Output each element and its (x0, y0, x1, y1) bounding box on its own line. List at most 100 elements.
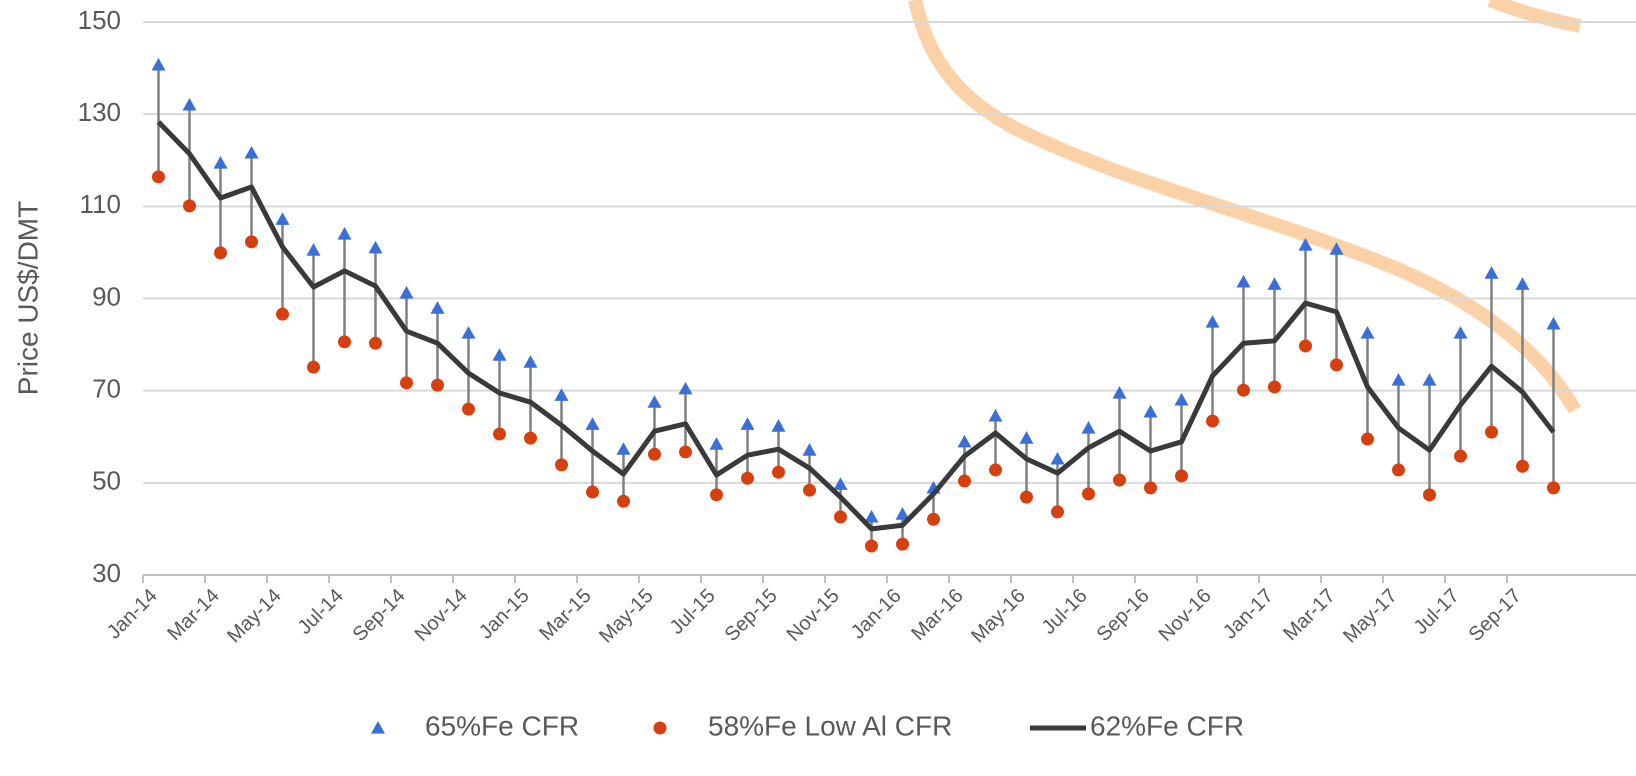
triangle-marker (1081, 420, 1096, 434)
triangle-marker (616, 442, 631, 455)
circle-marker (1020, 490, 1033, 504)
circle-marker (1268, 380, 1281, 394)
triangle-marker (306, 243, 321, 256)
x-tick-label: Nov-16 (1155, 585, 1216, 646)
y-tick-label: 150 (78, 5, 121, 35)
circle-marker (1330, 358, 1343, 372)
triangle-marker (895, 507, 910, 520)
circle-marker (338, 335, 351, 349)
circle-marker (462, 402, 475, 416)
x-tick-label: Jan-14 (103, 585, 162, 644)
circle-marker (1206, 414, 1219, 428)
circle-marker (431, 378, 444, 392)
x-tick-label: Jul-17 (1410, 585, 1464, 639)
circle-marker (1392, 463, 1405, 477)
circle-marker (1516, 459, 1529, 473)
circle-marker (958, 474, 971, 488)
triangle-marker (1422, 373, 1437, 386)
triangle-marker (151, 57, 166, 71)
circle-marker (803, 483, 816, 497)
circle-marker (1361, 432, 1374, 446)
triangle-marker (182, 97, 197, 111)
y-tick-label: 70 (92, 374, 121, 404)
x-tick-label: May-16 (967, 585, 1030, 648)
circle-marker (1175, 469, 1188, 483)
circle-marker (1299, 339, 1312, 353)
y-tick-label: 130 (78, 97, 121, 127)
triangle-marker (337, 226, 352, 240)
x-tick-label: Sep-15 (721, 585, 782, 646)
circle-marker (1144, 481, 1157, 495)
x-tick-label: Jan-15 (475, 585, 534, 644)
triangle-marker (1019, 431, 1034, 444)
triangle-marker (492, 348, 507, 361)
circle-marker (896, 537, 909, 551)
x-tick-label: Nov-14 (411, 585, 472, 646)
y-tick-label: 90 (92, 281, 121, 311)
x-tick-label: May-17 (1339, 585, 1402, 648)
triangle-marker (244, 145, 259, 159)
x-tick-label: Mar-16 (907, 585, 967, 645)
triangle-marker (1515, 277, 1530, 290)
triangle-marker (585, 417, 600, 430)
circle-marker (524, 431, 537, 445)
circle-marker (1113, 473, 1126, 487)
x-tick-label: Jul-16 (1038, 585, 1092, 639)
circle-marker (152, 170, 165, 184)
y-axis-title: Price US$/DMT (12, 201, 43, 395)
triangle-marker (709, 437, 724, 450)
x-tick-label: Jul-15 (666, 585, 720, 639)
legend-label: 58%Fe Low Al CFR (708, 710, 952, 741)
x-tick-label: Sep-17 (1465, 585, 1526, 646)
triangle-marker (647, 395, 662, 408)
triangle-marker (1112, 385, 1127, 399)
circle-marker (989, 463, 1002, 477)
circle-marker (772, 465, 785, 479)
annotation-curve (1487, 0, 1582, 33)
legend-marker (653, 721, 667, 735)
triangle-marker (988, 409, 1003, 422)
annotation-curve (908, 0, 1582, 414)
circle-marker (493, 427, 506, 441)
circle-marker (710, 488, 723, 502)
circle-marker (679, 445, 692, 459)
triangle-marker (523, 355, 538, 368)
circle-marker (927, 512, 940, 526)
triangle-marker (1174, 392, 1189, 406)
x-tick-label: Sep-16 (1093, 585, 1154, 646)
triangle-marker (275, 212, 290, 225)
circle-marker (307, 360, 320, 374)
y-tick-label: 50 (92, 466, 121, 496)
triangle-marker (1050, 451, 1065, 465)
triangle-marker (1391, 373, 1406, 386)
triangle-marker (864, 509, 879, 523)
legend-marker (371, 721, 385, 734)
circle-marker (617, 494, 630, 508)
circle-marker (1082, 487, 1095, 501)
circle-marker (865, 539, 878, 553)
circle-marker (245, 235, 258, 249)
circle-marker (586, 485, 599, 499)
triangle-marker (1267, 277, 1282, 290)
x-tick-label: Jan-16 (847, 585, 906, 644)
triangle-marker (833, 477, 848, 490)
triangle-marker (957, 434, 972, 448)
series-line (156, 120, 1556, 532)
circle-marker (214, 246, 227, 260)
y-tick-label: 110 (80, 189, 121, 219)
triangle-marker (399, 285, 414, 299)
legend-label: 62%Fe CFR (1090, 710, 1244, 741)
triangle-marker (1484, 266, 1499, 279)
triangle-marker (1298, 238, 1313, 251)
legend-label: 65%Fe CFR (425, 710, 579, 741)
triangle-marker (771, 419, 786, 432)
triangle-marker (1453, 326, 1468, 339)
x-tick-label: May-15 (595, 585, 658, 648)
circle-marker (1237, 383, 1250, 397)
x-tick-label: Sep-14 (349, 585, 410, 646)
triangle-marker (1360, 326, 1375, 339)
circle-marker (369, 336, 382, 350)
triangle-marker (802, 443, 817, 456)
x-tick-label: Mar-14 (163, 585, 223, 645)
